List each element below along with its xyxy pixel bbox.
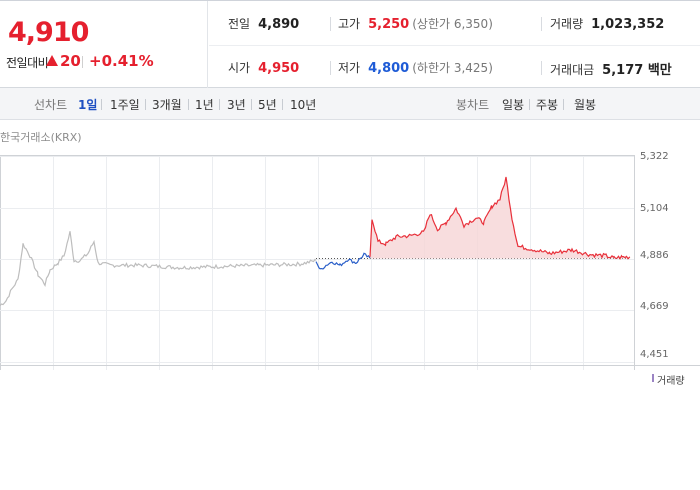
candle-chart-label: 봉차트 — [456, 98, 490, 112]
amount-label: 거래대금 — [550, 63, 595, 77]
line-chart-label: 선차트 — [34, 98, 68, 112]
period-1w[interactable]: 1주일 — [110, 98, 140, 112]
divider — [330, 17, 331, 31]
divider — [101, 99, 102, 110]
upper-limit: (상한가 6,350) — [412, 17, 493, 31]
prev-close-value: 4,890 — [258, 17, 300, 32]
candle-daily[interactable]: 일봉 — [502, 98, 525, 112]
period-1d[interactable]: 1일 — [78, 98, 98, 112]
y-tick-label: 4,669 — [640, 301, 669, 312]
series-line-up — [369, 176, 631, 260]
series-line-prev — [0, 231, 317, 306]
divider — [209, 45, 700, 46]
period-toolbar: 선차트 1일 1주일 3개월 1년 3년 5년 10년 봉차트 일봉 주봉 월봉 — [0, 88, 700, 120]
period-3m[interactable]: 3개월 — [152, 98, 182, 112]
divider — [529, 99, 530, 110]
period-3y[interactable]: 3년 — [227, 98, 246, 112]
period-10y[interactable]: 10년 — [290, 98, 317, 112]
price-chart — [0, 155, 700, 370]
chart-series — [0, 176, 631, 306]
divider — [251, 99, 252, 110]
change-amount: 20 — [60, 52, 81, 70]
series-line-down — [315, 252, 371, 270]
amount-cell: 거래대금 5,177 백만 — [550, 59, 672, 78]
divider — [219, 99, 220, 110]
high-label: 고가 — [338, 17, 361, 31]
quote-panel: 4,910 전일대비 20 +0.41% 전일 4,890 시가 4,950 고가 5… — [0, 0, 700, 88]
volume-legend: 거래량 — [657, 376, 685, 387]
data-source-label: 한국거래소(KRX) — [0, 131, 82, 144]
open-value: 4,950 — [258, 61, 300, 76]
volume-cell: 거래량 1,023,352 — [550, 15, 664, 32]
current-price-box: 4,910 전일대비 20 +0.41% — [0, 1, 208, 88]
volume-legend-swatch — [652, 374, 654, 382]
divider — [330, 61, 331, 75]
divider — [282, 99, 283, 110]
y-tick-label: 5,322 — [640, 151, 669, 162]
candle-weekly[interactable]: 주봉 — [536, 98, 559, 112]
amount-value: 5,177 백만 — [602, 63, 672, 78]
divider — [82, 56, 83, 68]
prev-close-label: 전일 — [228, 17, 251, 31]
divider — [541, 61, 542, 75]
low-value: 4,800 — [368, 61, 410, 76]
chart-frame — [0, 155, 635, 370]
open-label: 시가 — [228, 61, 251, 75]
high-value: 5,250 — [368, 17, 410, 32]
change-rate: +0.41% — [89, 52, 154, 70]
period-1y[interactable]: 1년 — [195, 98, 214, 112]
divider — [563, 99, 564, 110]
change-label: 전일대비 — [6, 56, 49, 70]
high-cell: 고가 5,250 (상한가 6,350) — [338, 15, 493, 32]
lower-limit: (하한가 3,425) — [412, 61, 493, 75]
chart-grid — [0, 155, 700, 370]
divider — [541, 17, 542, 31]
low-cell: 저가 4,800 (하한가 3,425) — [338, 59, 493, 76]
open-cell: 시가 4,950 — [228, 59, 299, 76]
current-price: 4,910 — [8, 17, 89, 48]
y-tick-label: 4,886 — [640, 250, 669, 261]
low-label: 저가 — [338, 61, 361, 75]
candle-monthly[interactable]: 월봉 — [574, 98, 597, 112]
period-5y[interactable]: 5년 — [258, 98, 277, 112]
up-triangle-icon — [46, 55, 58, 66]
y-tick-label: 5,104 — [640, 203, 669, 214]
up-area-fill — [370, 177, 630, 259]
volume-label: 거래량 — [550, 17, 584, 31]
y-tick-label: 4,451 — [640, 349, 669, 360]
volume-value: 1,023,352 — [591, 17, 665, 32]
prev-close-cell: 전일 4,890 — [228, 15, 299, 32]
divider — [188, 99, 189, 110]
divider — [145, 99, 146, 110]
